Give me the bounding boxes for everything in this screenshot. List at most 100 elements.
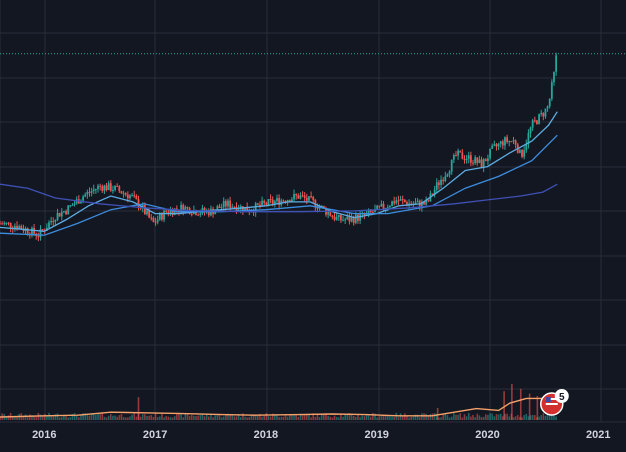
candle-body[interactable] [344, 219, 347, 221]
candle-body[interactable] [476, 157, 479, 163]
candle-body[interactable] [139, 207, 142, 209]
candle-body[interactable] [501, 141, 504, 146]
candle-body[interactable] [133, 195, 136, 197]
candle-body[interactable] [497, 143, 500, 147]
candle-body[interactable] [305, 197, 308, 201]
candle-body[interactable] [182, 204, 185, 213]
candle-body[interactable] [58, 212, 61, 217]
candle-body[interactable] [457, 150, 460, 156]
candle-body[interactable] [224, 201, 227, 207]
candle-body[interactable] [521, 149, 523, 157]
candle-body[interactable] [299, 195, 302, 199]
candle-body[interactable] [99, 185, 102, 187]
candle-body[interactable] [65, 211, 67, 215]
candle-body[interactable] [435, 182, 438, 190]
candle-body[interactable] [342, 220, 344, 222]
candle-body[interactable] [156, 219, 159, 223]
candle-body[interactable] [420, 201, 423, 208]
candle-body[interactable] [261, 200, 263, 206]
candle-body[interactable] [50, 221, 53, 223]
candle-body[interactable] [86, 191, 89, 195]
candle-body[interactable] [376, 205, 379, 209]
candle-body[interactable] [397, 200, 400, 202]
candle-body[interactable] [382, 203, 385, 210]
candle-body[interactable] [112, 189, 114, 191]
candle-body[interactable] [199, 213, 202, 216]
candle-body[interactable] [553, 71, 555, 83]
candle-body[interactable] [523, 150, 526, 157]
candle-body[interactable] [348, 216, 351, 222]
candle-body[interactable] [103, 185, 106, 191]
candle-body[interactable] [474, 157, 477, 164]
candle-body[interactable] [369, 210, 372, 213]
candle-body[interactable] [371, 212, 374, 214]
candle-body[interactable] [527, 133, 530, 144]
candle-body[interactable] [167, 212, 170, 214]
candle-body[interactable] [143, 205, 146, 215]
candle-body[interactable] [137, 199, 140, 208]
candle-body[interactable] [231, 206, 234, 208]
candle-body[interactable] [293, 194, 295, 200]
candle-body[interactable] [67, 205, 70, 215]
candle-body[interactable] [316, 207, 319, 209]
candle-body[interactable] [427, 200, 430, 202]
candle-body[interactable] [308, 196, 310, 201]
candle-body[interactable] [469, 155, 472, 163]
candle-body[interactable] [510, 141, 513, 143]
candle-body[interactable] [94, 189, 97, 191]
candle-body[interactable] [555, 55, 558, 72]
candle-body[interactable] [312, 197, 315, 200]
candle-body[interactable] [455, 155, 457, 157]
candle-body[interactable] [529, 127, 532, 134]
candle-body[interactable] [237, 209, 240, 211]
candle-body[interactable] [391, 201, 393, 207]
candle-body[interactable] [538, 114, 540, 124]
candle-body[interactable] [514, 140, 517, 145]
candle-body[interactable] [446, 174, 449, 177]
candle-body[interactable] [467, 155, 470, 160]
candle-body[interactable] [26, 228, 29, 234]
candle-body[interactable] [7, 222, 10, 224]
candle-body[interactable] [120, 191, 123, 194]
candle-body[interactable] [278, 198, 281, 206]
candle-body[interactable] [452, 155, 455, 160]
candle-body[interactable] [548, 98, 551, 107]
candle-body[interactable] [491, 145, 494, 149]
candle-body[interactable] [161, 213, 163, 220]
candle-body[interactable] [227, 200, 229, 207]
candle-body[interactable] [107, 183, 110, 191]
candle-body[interactable] [303, 195, 306, 198]
candle-body[interactable] [442, 179, 445, 182]
candle-body[interactable] [178, 209, 180, 212]
candle-body[interactable] [16, 225, 18, 229]
candle-body[interactable] [525, 143, 528, 151]
candle-body[interactable] [20, 226, 23, 229]
candle-body[interactable] [386, 207, 389, 209]
candle-body[interactable] [327, 212, 330, 215]
candle-body[interactable] [129, 195, 131, 199]
candle-body[interactable] [97, 185, 99, 190]
candle-body[interactable] [56, 212, 59, 221]
candle-body[interactable] [472, 162, 474, 164]
candle-body[interactable] [254, 203, 257, 213]
candle-body[interactable] [122, 193, 125, 195]
candle-body[interactable] [105, 185, 108, 191]
candle-body[interactable] [241, 206, 244, 212]
candle-body[interactable] [9, 222, 12, 228]
candle-body[interactable] [508, 141, 511, 143]
candle-body[interactable] [433, 189, 436, 195]
candle-body[interactable] [154, 221, 157, 223]
candle-body[interactable] [459, 150, 462, 153]
candle-body[interactable] [124, 193, 127, 195]
candle-body[interactable] [114, 185, 116, 190]
candle-body[interactable] [263, 200, 266, 203]
candle-body[interactable] [88, 191, 91, 193]
candle-body[interactable] [504, 137, 506, 146]
candle-body[interactable] [150, 217, 153, 219]
candle-body[interactable] [69, 205, 72, 207]
candle-body[interactable] [495, 144, 498, 147]
candle-body[interactable] [52, 221, 55, 223]
candle-body[interactable] [54, 220, 57, 222]
candle-body[interactable] [550, 82, 553, 99]
